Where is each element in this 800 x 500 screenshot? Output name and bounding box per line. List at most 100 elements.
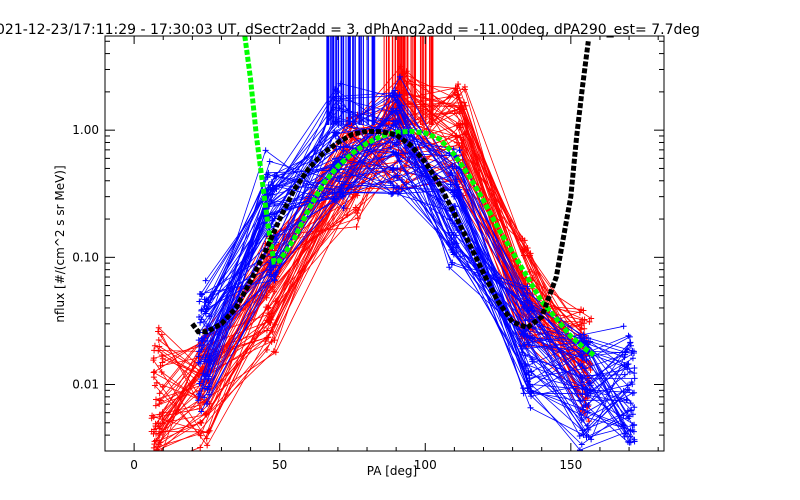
series-blue-point [266,158,273,165]
series-blue-point [390,105,397,112]
series-blue-point [195,359,202,366]
series-blue-trace [201,92,632,431]
series-blue-point [626,333,633,340]
series-blue-point [520,331,527,338]
series-blue-point [262,147,269,154]
series-red-point [577,319,584,326]
series-red-point [156,390,163,397]
series-blue-point [449,162,456,169]
series-blue-trace [208,149,632,437]
series-red-point [205,428,212,435]
series-red-point [580,320,587,327]
series-blue-point [520,292,527,299]
series-blue-point [332,93,339,100]
series-red-point [587,367,594,374]
series-red-point [156,400,163,407]
plot-frame [104,35,665,452]
series-red-point [347,157,354,164]
series-red-point [156,425,163,432]
chart-title: 021-12-23/17:11:29 - 17:30:03 UT, dSectr… [0,22,700,38]
series-blue-point [621,371,628,378]
series-red-point [353,223,360,230]
series-blue-point [520,390,527,397]
x-tick-label: 100 [414,458,437,472]
series-red-point [455,81,462,88]
series-red-point [263,327,270,334]
series-blue-point [579,427,586,434]
series-blue-point [202,277,209,284]
series-blue-point [340,147,347,154]
y-tick-label: 0.01 [72,378,99,392]
series-blue-point [522,360,529,367]
series-blue-point [576,335,583,342]
series-blue-point [521,305,528,312]
series-blue-point [522,317,529,324]
series-red-point [151,342,158,349]
series-blue-point [453,232,460,239]
series-blue-point [584,422,591,429]
series-red-point [148,428,155,435]
series-blue-trace [198,94,625,377]
series-blue-point [625,361,632,368]
series-blue-point [269,217,276,224]
series-blue-point [453,224,460,231]
series-blue-point [623,396,630,403]
series-blue-point [527,404,534,411]
series-red-point [152,396,159,403]
series-red-point [202,411,209,418]
series-blue-point [629,422,636,429]
series-blue-point [196,314,203,321]
series-red-point [577,326,584,333]
series-blue-trace [205,94,630,431]
series-blue-trace [198,159,635,394]
series-blue-point [524,283,531,290]
series-blue-point [331,129,338,136]
y-axis-label: nflux [#/(cm^2 s sr MeV)] [53,165,67,322]
y-tick-label: 0.10 [72,250,99,264]
y-tick-label: 1.00 [72,123,99,137]
series-blue-point [576,432,583,439]
series-blue-point [584,386,591,393]
series-blue-point [524,384,531,391]
series-blue-point [452,176,459,183]
series-blue-point [394,117,401,124]
series-blue-point [197,360,204,367]
series-red-point [355,206,362,213]
series-blue-point [197,319,204,326]
series-red-point [159,359,166,366]
series-red-point [403,68,410,75]
series-blue-point [631,375,638,382]
series-blue-point [529,358,536,365]
series-blue-point [394,172,401,179]
tick-layer: 0 50 100 150 0.01 0.10 1.00 [72,36,664,472]
series-blue-point [396,157,403,164]
series-blue-point [392,120,399,127]
series-blue-point [525,371,532,378]
series-red-point [461,86,468,93]
series-blue-point [579,375,586,382]
series-blue-point [629,411,636,418]
series-blue-trace [208,83,629,436]
series-blue-point [196,392,203,399]
series-blue-trace [199,165,633,395]
series-blue-point [445,229,452,236]
series-red-point [588,315,595,322]
series-red-point [203,435,210,442]
series-red-point [155,337,162,344]
series-blue-point [330,161,337,168]
series-red-point [150,444,157,451]
series-blue-point [198,291,205,298]
series-blue-point [620,387,627,394]
series-blue-point [271,277,278,284]
series-red-point [150,374,157,381]
series-red-point [155,324,162,331]
series-blue-point [330,195,337,202]
series-red-point [352,136,359,143]
series-blue-point [585,401,592,408]
series-blue-point [387,180,394,187]
series-red-point [263,294,270,301]
series-blue-point [201,358,208,365]
series-blue-point [331,155,338,162]
series-red-point [459,110,466,117]
series-blue-point [396,73,403,80]
